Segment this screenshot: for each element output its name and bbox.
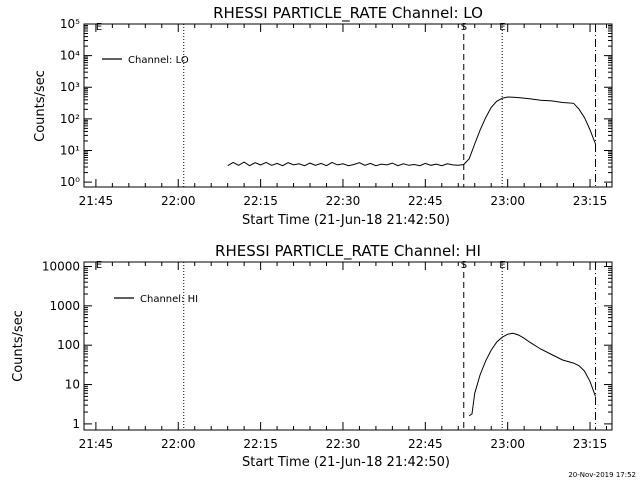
lo-x-axis-label: Start Time (21-Jun-18 21:42:50) <box>242 213 450 228</box>
lo-plot-frame <box>83 23 613 188</box>
lo-legend-label: Channel: LO <box>128 55 189 66</box>
hi-marker-label: E <box>499 260 505 271</box>
lo-y-tick-label: 10⁰ <box>60 175 80 189</box>
hi-legend-label: Channel: HI <box>140 294 198 305</box>
hi-x-tick-label: 22:45 <box>408 437 443 451</box>
hi-y-tick-label: 1 <box>72 417 80 431</box>
lo-x-tick-label: 22:30 <box>326 194 361 208</box>
lo-y-tick-label: 10¹ <box>60 143 80 157</box>
hi-y-tick-label: 1000 <box>49 299 80 313</box>
hi-marker-label: S <box>461 260 467 271</box>
lo-x-tick-label: 22:15 <box>243 194 278 208</box>
lo-marker-label: S <box>461 22 467 33</box>
lo-y-tick-label: 10² <box>60 112 80 126</box>
hi-y-axis: 1 10 100 1000 10000 <box>42 259 612 431</box>
hi-x-tick-label: 22:00 <box>161 437 196 451</box>
lo-marker-label: E <box>96 22 102 33</box>
hi-x-axis: 21:45 22:00 22:15 22:30 22:45 23:00 23:15 <box>79 262 608 451</box>
hi-plot-frame <box>83 261 613 431</box>
lo-marker-label: E <box>499 22 505 33</box>
lo-x-tick-label: 21:45 <box>79 194 114 208</box>
lo-x-axis: 21:45 22:00 22:15 22:30 22:45 23:00 23:15 <box>79 24 608 208</box>
hi-channel-panel: RHESSI PARTICLE_RATE Channel: HI E S E 1 10… <box>11 242 613 470</box>
lo-y-tick-label: 10³ <box>60 80 80 94</box>
lo-y-axis-label: Counts/sec <box>33 70 48 142</box>
lo-x-tick-label: 23:15 <box>573 194 608 208</box>
hi-chart-title: RHESSI PARTICLE_RATE Channel: HI <box>215 242 481 261</box>
lo-x-tick-label: 22:00 <box>161 194 196 208</box>
hi-y-axis-label: Counts/sec <box>11 310 26 382</box>
lo-x-tick-label: 22:45 <box>408 194 443 208</box>
lo-chart-title: RHESSI PARTICLE_RATE Channel: LO <box>213 4 483 23</box>
hi-x-tick-label: 23:00 <box>490 437 525 451</box>
hi-x-axis-label: Start Time (21-Jun-18 21:42:50) <box>242 455 450 470</box>
hi-y-tick-label: 10 <box>65 378 80 392</box>
hi-x-tick-label: 22:15 <box>243 437 278 451</box>
lo-y-tick-label: 10⁵ <box>60 17 80 31</box>
lo-channel-panel: RHESSI PARTICLE_RATE Channel: LO E S E 10⁰… <box>33 4 613 228</box>
lo-y-axis: 10⁰ 10¹ 10² 10³ 10⁴ 10⁵ <box>60 17 612 189</box>
hi-x-tick-label: 22:30 <box>326 437 361 451</box>
footer-timestamp: 20-Nov-2019 17:52 <box>568 471 636 479</box>
hi-y-tick-label: 100 <box>57 338 80 352</box>
hi-marker-label: E <box>96 260 102 271</box>
lo-x-tick-label: 23:00 <box>490 194 525 208</box>
hi-series-line <box>468 332 596 417</box>
hi-x-tick-label: 21:45 <box>79 437 114 451</box>
hi-x-tick-label: 23:15 <box>573 437 608 451</box>
lo-series-line <box>227 96 596 167</box>
hi-legend: Channel: HI <box>114 294 198 305</box>
lo-legend: Channel: LO <box>102 55 189 66</box>
hi-y-tick-label: 10000 <box>42 259 80 273</box>
lo-y-tick-label: 10⁴ <box>60 49 80 63</box>
